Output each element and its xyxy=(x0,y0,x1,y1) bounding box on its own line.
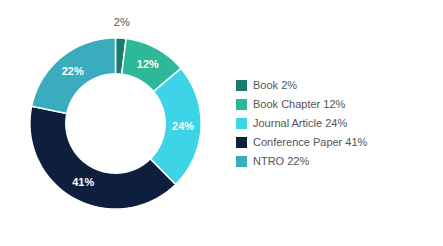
html-text:NTRO 22%: NTRO 22% xyxy=(253,155,310,167)
svg-text:41%: 41% xyxy=(72,176,94,188)
html-text:Journal Article 24%: Journal Article 24% xyxy=(253,117,348,129)
svg-text:22%: 22% xyxy=(62,65,84,77)
html-text:Book 2%: Book 2% xyxy=(253,79,297,91)
svg-text:2%: 2% xyxy=(114,16,130,28)
svg-text:12%: 12% xyxy=(137,58,159,70)
html-text:Conference Paper 41%: Conference Paper 41% xyxy=(253,136,368,148)
svg-text:24%: 24% xyxy=(172,120,194,132)
html-text:Book Chapter 12%: Book Chapter 12% xyxy=(253,98,346,110)
